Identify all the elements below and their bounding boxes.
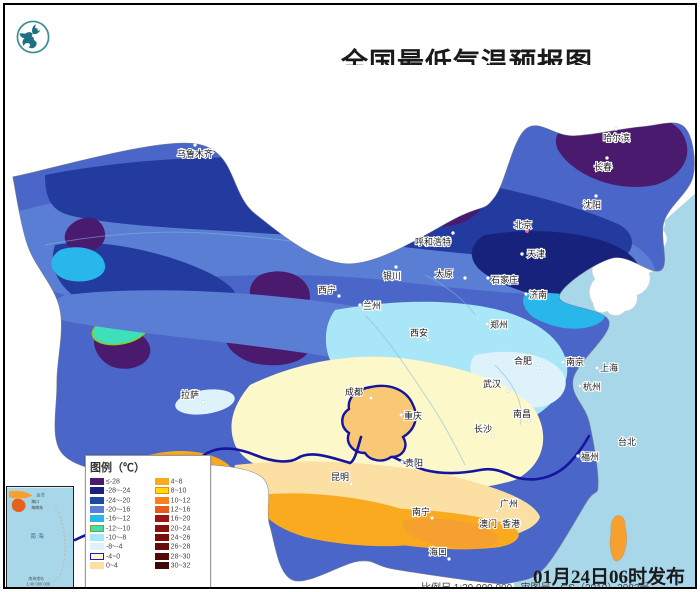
svg-text:长沙: 长沙	[474, 423, 492, 434]
svg-text:杭州: 杭州	[583, 381, 601, 392]
svg-text:台北: 台北	[618, 436, 636, 447]
svg-text:乌鲁木齐: 乌鲁木齐	[177, 148, 213, 159]
svg-text:呼和浩特: 呼和浩特	[415, 236, 451, 247]
svg-text:合肥: 合肥	[514, 355, 532, 366]
svg-text:天津: 天津	[527, 249, 545, 259]
svg-text:福州: 福州	[581, 451, 599, 462]
svg-text:太原: 太原	[435, 268, 453, 279]
svg-text:郑州: 郑州	[490, 319, 508, 330]
svg-text:哈尔滨: 哈尔滨	[603, 132, 630, 143]
svg-text:石家庄: 石家庄	[491, 274, 518, 285]
svg-text:成都: 成都	[345, 386, 363, 397]
svg-text:南宁: 南宁	[412, 506, 430, 517]
svg-text:南京: 南京	[566, 356, 584, 367]
svg-text:广州: 广州	[500, 498, 518, 509]
svg-text:上海: 上海	[600, 362, 618, 373]
svg-text:兰州: 兰州	[363, 300, 381, 311]
svg-text:沈阳: 沈阳	[583, 199, 601, 210]
svg-text:重庆: 重庆	[404, 410, 422, 421]
svg-text:济南: 济南	[529, 289, 547, 300]
svg-text:北京: 北京	[514, 219, 532, 230]
svg-text:武汉: 武汉	[483, 378, 501, 389]
svg-text:南昌: 南昌	[513, 408, 531, 419]
svg-text:台湾: 台湾	[36, 491, 45, 498]
svg-text:海口: 海口	[429, 546, 447, 557]
svg-text:贵阳: 贵阳	[405, 457, 423, 468]
svg-text:银川: 银川	[383, 270, 401, 281]
svg-text:海南岛: 海南岛	[31, 505, 43, 510]
svg-text:澳门: 澳门	[479, 518, 497, 529]
svg-text:海口: 海口	[31, 499, 39, 504]
svg-text:长春: 长春	[594, 161, 612, 172]
svg-text:拉萨: 拉萨	[181, 389, 199, 400]
svg-text:昆明: 昆明	[331, 472, 349, 482]
svg-text:1:40 000 000: 1:40 000 000	[26, 582, 50, 587]
svg-text:西宁: 西宁	[318, 284, 336, 295]
svg-text:西安: 西安	[410, 327, 428, 338]
svg-text:香港: 香港	[502, 518, 520, 529]
svg-text:南海: 南海	[30, 532, 46, 540]
svg-text:南海诸岛: 南海诸岛	[28, 576, 44, 581]
